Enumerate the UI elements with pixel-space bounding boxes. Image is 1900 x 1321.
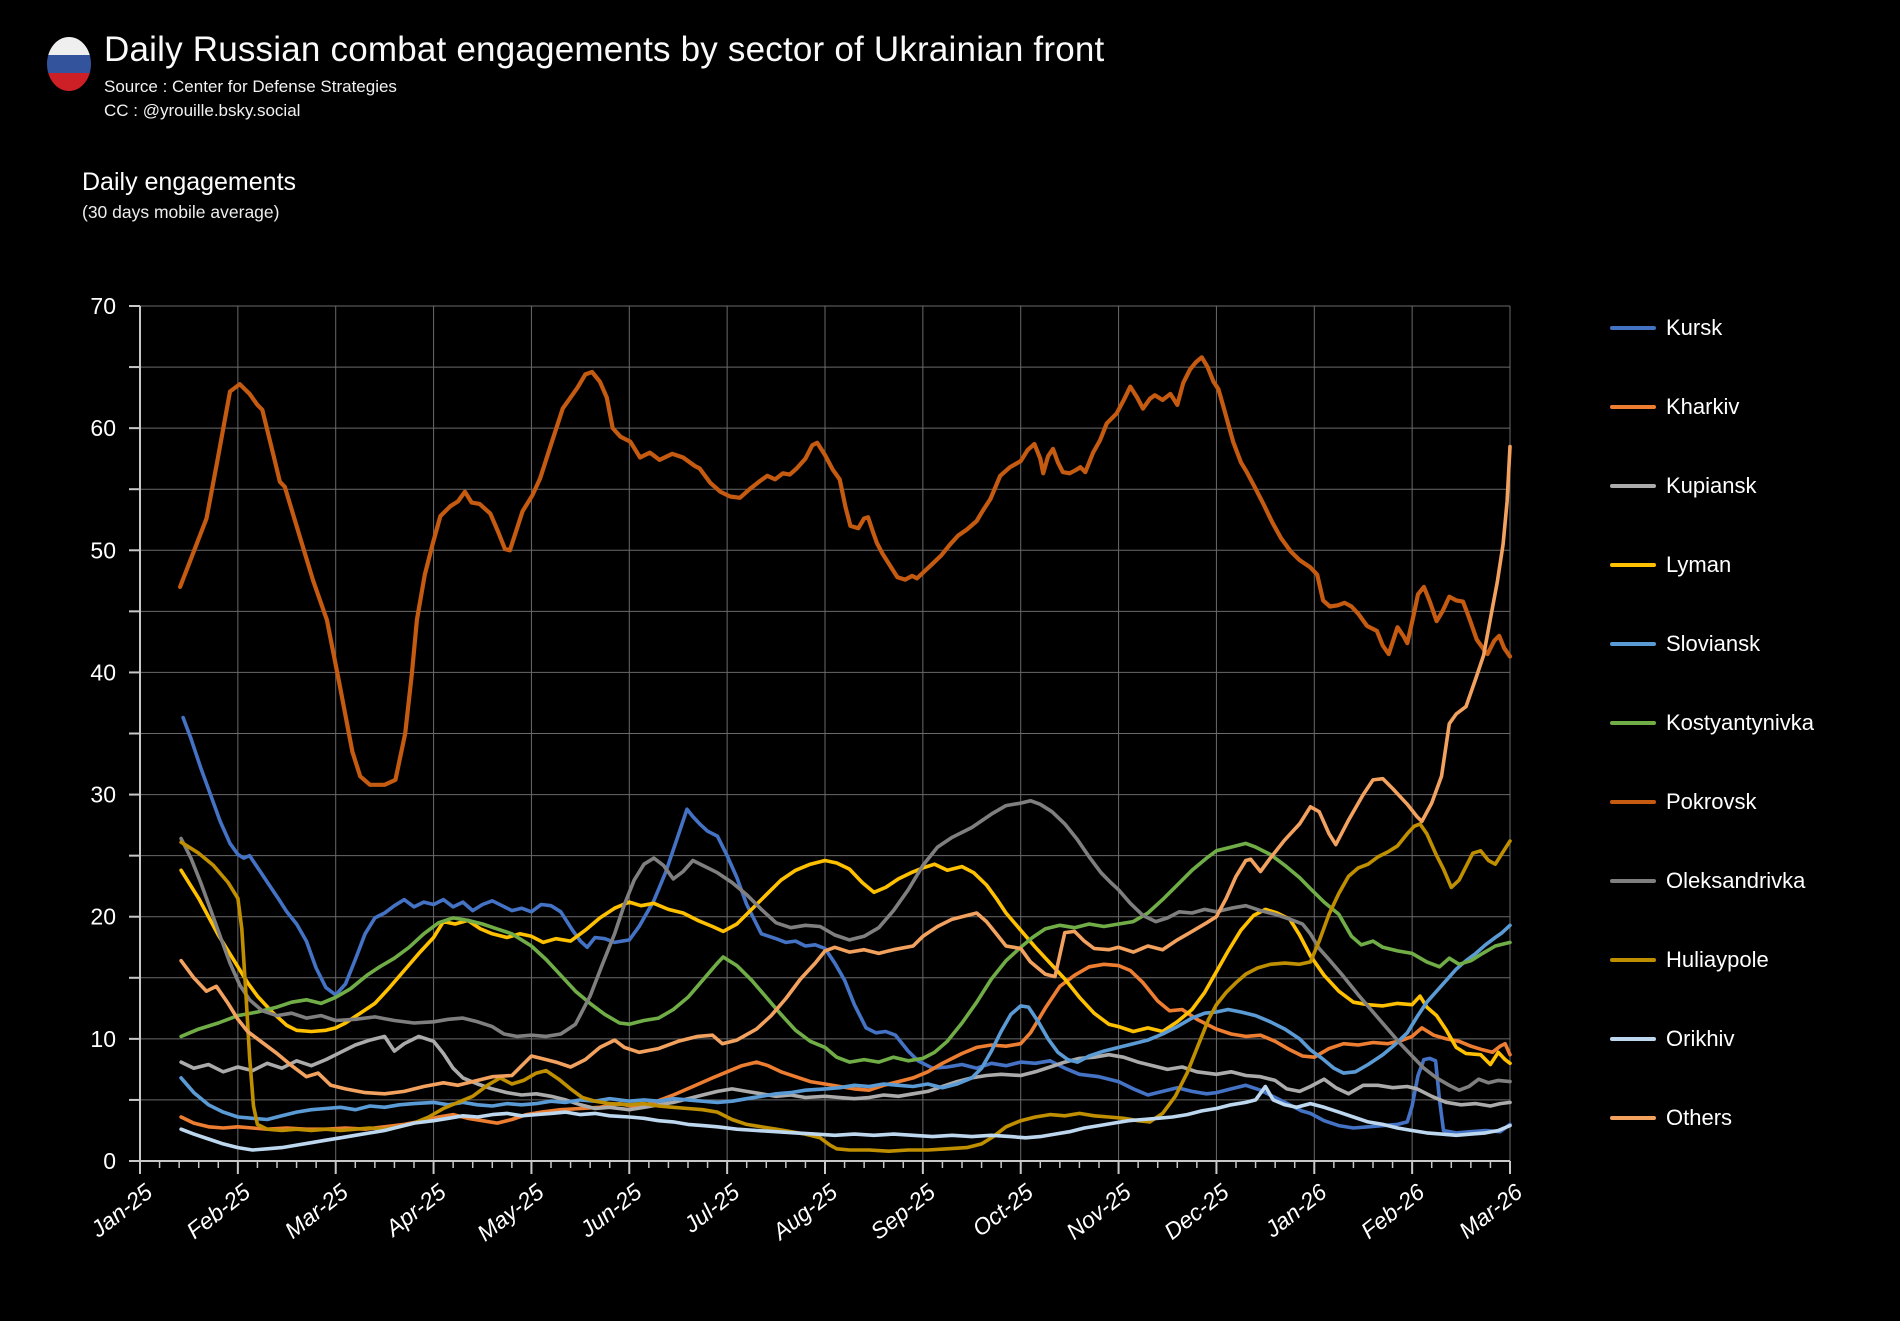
y-tick-label: 70 [90, 293, 116, 319]
series-sloviansk [179, 923, 1512, 1122]
x-tick-label: Jul-25 [678, 1178, 744, 1238]
y-tick-label: 60 [90, 415, 116, 441]
series-kostyantynivka [179, 841, 1512, 1064]
y-tick-label: 40 [90, 659, 116, 685]
russia-flag-icon [47, 37, 91, 91]
y-tick-label: 10 [90, 1026, 116, 1052]
y-tick-label: 50 [90, 537, 116, 563]
x-tick-label: Mar-26 [1454, 1178, 1527, 1243]
series-oleksandrivka [179, 798, 1512, 1092]
y-tick-label: 0 [103, 1148, 116, 1174]
x-tick-label: May-25 [472, 1178, 549, 1246]
x-tick-label: Dec-25 [1159, 1178, 1234, 1244]
x-tick-label: Jan-25 [85, 1178, 157, 1243]
header: Daily Russian combat engagements by sect… [46, 30, 1104, 121]
y-tick-label: 30 [90, 782, 116, 808]
x-tick-label: Jun-25 [574, 1178, 646, 1243]
y-axis-title-sub: (30 days mobile average) [82, 202, 280, 222]
page-title: Daily Russian combat engagements by sect… [104, 30, 1105, 69]
series-kupiansk [179, 1034, 1512, 1112]
y-axis-title-main: Daily engagements [82, 168, 297, 196]
series-pokrovsk [178, 355, 1513, 787]
x-tick-label: Sep-25 [865, 1178, 940, 1244]
x-tick-label: Aug-25 [766, 1178, 842, 1246]
y-tick-label: 20 [90, 904, 116, 930]
source-line: Source : Center for Defense Strategies [104, 77, 397, 97]
x-tick-label: Oct-25 [967, 1178, 1038, 1241]
series-others [179, 444, 1512, 1096]
series-lyman [179, 858, 1512, 1067]
x-tick-label: Jan-26 [1259, 1178, 1331, 1243]
series-kharkiv [179, 962, 1512, 1131]
series-orikhiv [179, 1084, 1512, 1152]
y-axis-title: Daily engagements (30 days mobile averag… [82, 168, 296, 223]
x-tick-label: Mar-25 [280, 1178, 353, 1243]
x-tick-label: Apr-25 [379, 1178, 451, 1242]
x-tick-label: Feb-26 [1356, 1178, 1430, 1243]
series-kursk [181, 715, 1512, 1135]
x-tick-label: Feb-25 [182, 1178, 256, 1243]
credit-line: CC : @yrouille.bsky.social [104, 101, 301, 121]
x-tick-label: Nov-25 [1061, 1178, 1136, 1244]
